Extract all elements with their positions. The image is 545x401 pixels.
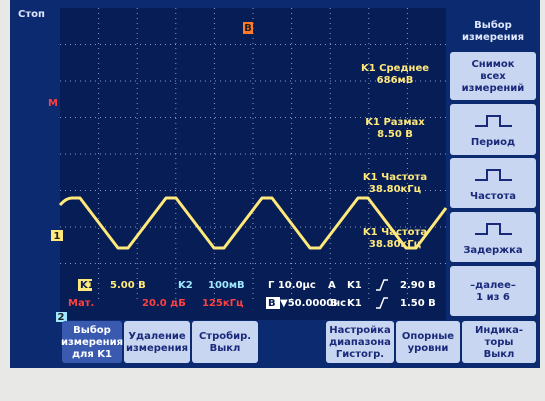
bottom-menu-button[interactable]: [396, 321, 460, 363]
side-menu-text: 1 из 6: [476, 292, 510, 303]
readout-text: 125кГц: [202, 298, 243, 309]
bottom-menu-text: Настройка: [329, 325, 390, 336]
readout-text: A: [328, 280, 336, 291]
readout-text: K1: [80, 280, 95, 291]
bottom-menu-text: Стробир.: [199, 330, 251, 342]
side-menu-text: Задержка: [463, 245, 522, 256]
readout-text: B: [330, 298, 338, 309]
readout-text: Мат.: [68, 298, 94, 309]
bottom-menu-text: Гистогр.: [336, 349, 384, 360]
bottom-menu-button[interactable]: [192, 321, 258, 363]
oscilloscope-screen: Стоп B M 1 2 K1 Среднее686мВ K1 Размах8.5…: [0, 0, 545, 401]
bottom-menu-text: Выбор: [73, 324, 111, 336]
ch2-marker: 2: [58, 312, 65, 323]
ch1-marker: 1: [54, 231, 61, 242]
bottom-menu-text: Выкл: [484, 349, 515, 360]
side-menu-button[interactable]: [450, 266, 536, 316]
side-menu-text: измерений: [462, 83, 525, 94]
readout-text: Г 10.0μс: [268, 280, 316, 291]
side-menu-text: Частота: [470, 191, 516, 202]
side-menu-text: –далее–: [470, 280, 516, 291]
bottom-menu-text: уровни: [408, 343, 449, 354]
bottom-menu-text: Индика-: [475, 325, 523, 336]
measurement-value: 38.80кГц: [369, 239, 421, 250]
bottom-menu-text: для K1: [72, 349, 112, 360]
math-marker: M: [48, 98, 58, 109]
side-menu-text: Выбор: [474, 19, 512, 31]
bottom-menu-text: диапазона: [329, 337, 391, 348]
readout-text: K1: [347, 280, 362, 291]
measurement-label: K1 Частота: [363, 172, 427, 183]
readout-text: K1: [347, 298, 362, 309]
bottom-menu-text: измерения: [61, 337, 123, 348]
side-menu-text: всех: [480, 71, 506, 82]
measurement-value: 38.80кГц: [369, 184, 421, 195]
bottom-menu-text: торы: [485, 337, 514, 348]
bottom-menu-text: Опорные: [402, 331, 454, 342]
readout-text: 20.0 дБ: [142, 298, 186, 309]
side-menu-text: измерения: [462, 32, 524, 43]
measurement-label: K1 Среднее: [361, 63, 429, 74]
readout-text: K2: [178, 280, 193, 291]
side-menu-text: Снимок: [471, 59, 514, 70]
readout-text: 1.50 В: [400, 298, 436, 309]
readout-text: 2.90 В: [400, 280, 436, 291]
readout-text: 100мВ: [208, 280, 245, 291]
measurement-value: 686мВ: [377, 75, 414, 86]
measurement-value: 8.50 В: [377, 129, 413, 140]
side-menu-text: Период: [471, 137, 515, 148]
measurement-label: K1 Частота: [363, 227, 427, 238]
readout-text: B: [268, 298, 276, 309]
acquisition-state: Стоп: [18, 9, 45, 20]
bottom-menu-text: Выкл: [210, 343, 241, 354]
trigger-marker: B: [244, 23, 252, 34]
measurement-label: K1 Размах: [365, 117, 425, 128]
bottom-menu-text: измерения: [126, 343, 188, 354]
bottom-menu-button[interactable]: [124, 321, 190, 363]
bottom-menu-text: Удаление: [128, 331, 186, 342]
readout-text: 5.00 В: [110, 280, 146, 291]
